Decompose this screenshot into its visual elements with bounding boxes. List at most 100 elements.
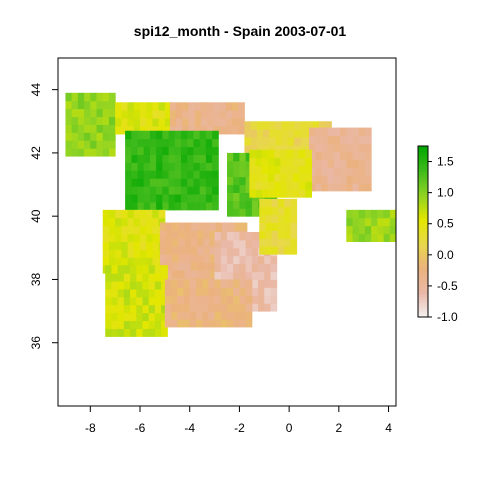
raster-cells [65, 92, 397, 337]
raster-cell [190, 230, 198, 239]
raster-cell [265, 214, 273, 224]
raster-cell [190, 222, 198, 231]
raster-cell [84, 108, 91, 118]
raster-cell [105, 265, 112, 274]
raster-cell [174, 138, 182, 148]
raster-cell [123, 312, 131, 322]
raster-cell [233, 255, 240, 265]
raster-cell [256, 145, 264, 154]
raster-cell [77, 108, 85, 118]
colorbar-swatch [418, 183, 428, 187]
colorbar-swatch [418, 265, 428, 269]
raster-cell [208, 287, 216, 296]
raster-cell [227, 232, 234, 241]
raster-cell [200, 118, 208, 127]
raster-cell [71, 132, 79, 141]
raster-cell [188, 118, 196, 127]
raster-cell [105, 281, 112, 290]
raster-cell [290, 230, 298, 239]
raster-cell [174, 170, 182, 179]
raster-cell [189, 319, 197, 328]
raster-cell [305, 157, 312, 167]
raster-cell [133, 233, 141, 242]
raster-cell [105, 312, 112, 322]
raster-cell [231, 126, 239, 135]
raster-cell [327, 175, 335, 184]
colorbar-swatch [418, 194, 428, 198]
raster-cell [286, 165, 294, 174]
raster-cell [177, 319, 184, 328]
raster-cell [352, 233, 360, 242]
raster-cell [364, 151, 372, 160]
raster-cell [168, 201, 176, 211]
raster-cell [164, 279, 172, 288]
raster-cell [233, 311, 240, 320]
raster-cell [137, 194, 145, 203]
raster-cell [177, 295, 184, 304]
x-tick-label: 4 [385, 421, 392, 435]
raster-cell [164, 110, 172, 119]
raster-cell [270, 303, 278, 312]
raster-cell [105, 304, 112, 314]
raster-cell [227, 303, 234, 312]
raster-cell [168, 146, 176, 155]
raster-cell [65, 116, 73, 125]
raster-cell [233, 232, 240, 241]
raster-cell [275, 145, 283, 154]
raster-cell [220, 295, 228, 304]
raster-cell [286, 173, 294, 182]
raster-cell [156, 130, 163, 140]
raster-cell [195, 279, 203, 288]
x-tick-label: -8 [85, 421, 96, 435]
raster-cell [233, 303, 240, 312]
raster-cell [159, 238, 167, 247]
raster-cell [140, 126, 147, 135]
raster-cell [188, 102, 196, 111]
colorbar-swatch [418, 174, 428, 178]
raster-cell [115, 209, 122, 219]
raster-cell [233, 319, 240, 328]
raster-cell [164, 102, 172, 111]
raster-cell [108, 116, 116, 125]
colorbar-swatch [418, 217, 428, 221]
raster-cell [146, 209, 153, 219]
colorbar-swatch [418, 288, 428, 292]
raster-cell [65, 92, 73, 102]
raster-cell [199, 162, 207, 171]
raster-cell [178, 254, 186, 263]
raster-cell [117, 328, 125, 337]
raster-cell [245, 176, 253, 186]
raster-cell [121, 233, 129, 242]
raster-cell [172, 262, 180, 271]
colorbar-swatch [418, 205, 428, 210]
raster-cell [340, 151, 347, 160]
raster-cell [275, 121, 283, 130]
raster-cell [166, 238, 173, 247]
raster-cell [202, 311, 209, 320]
raster-cell [286, 181, 294, 190]
raster-cell [108, 225, 116, 235]
raster-cell [146, 257, 153, 266]
raster-cell [309, 135, 316, 144]
raster-cell [181, 178, 188, 187]
colorbar-swatch [418, 154, 428, 158]
colorbar-swatch [418, 171, 428, 175]
raster-cell [193, 194, 201, 203]
raster-cell [176, 118, 183, 127]
raster-cell [280, 181, 288, 190]
raster-cell [197, 222, 204, 231]
colorbar-swatch [418, 185, 428, 190]
raster-cell [71, 148, 79, 157]
raster-cell [270, 279, 278, 288]
raster-cell [255, 181, 263, 190]
raster-cell [377, 217, 385, 227]
raster-cell [268, 189, 275, 198]
raster-cell [142, 288, 150, 298]
raster-cell [96, 92, 104, 102]
raster-cell [358, 209, 366, 219]
raster-cell [265, 198, 273, 208]
raster-cell [65, 140, 73, 149]
raster-cell [364, 159, 372, 168]
colorbar-swatch [418, 251, 428, 255]
raster-cell [148, 288, 156, 298]
